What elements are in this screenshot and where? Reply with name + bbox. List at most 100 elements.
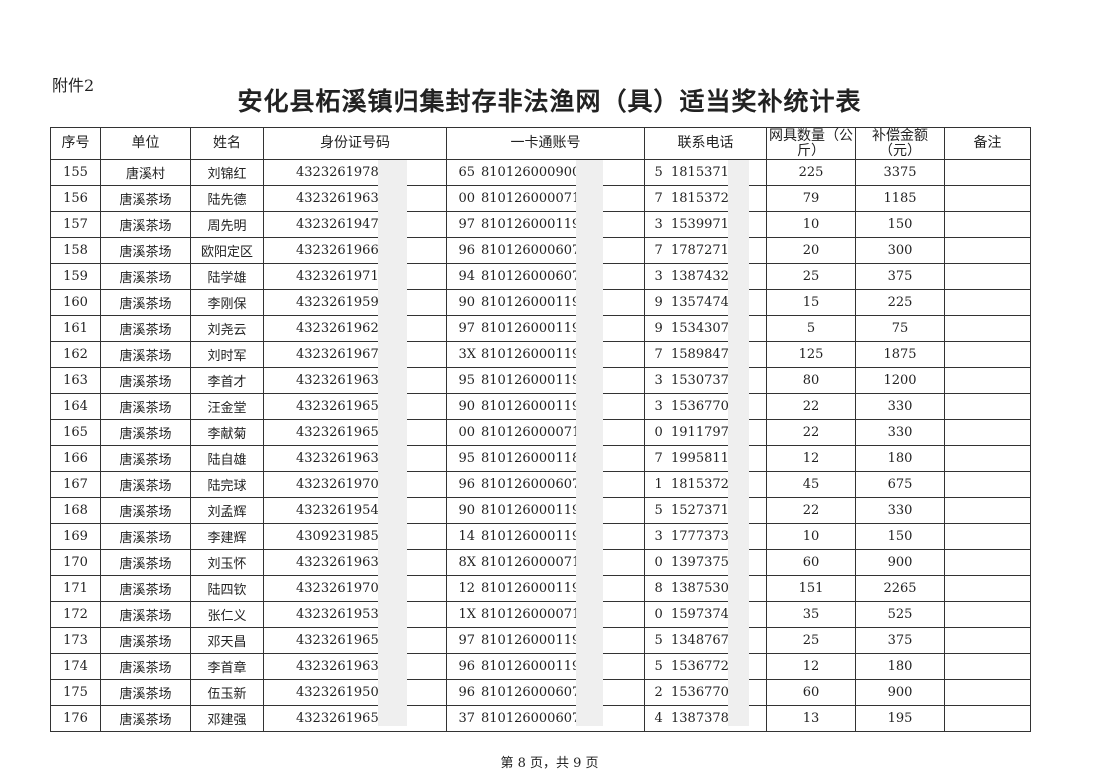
id-prefix: 432326196507 — [296, 711, 396, 726]
cell-name: 陆四钦 — [190, 575, 264, 602]
cell-remark — [944, 341, 1031, 368]
cell-name: 刘孟辉 — [190, 497, 264, 524]
cell-id: 432326195906 90 — [263, 289, 475, 316]
cell-remark — [944, 679, 1031, 706]
cell-unit: 唐溪茶场 — [100, 471, 191, 498]
cell-name: 邓天昌 — [190, 627, 264, 654]
account-prefix: 810126000119 — [481, 295, 581, 310]
cell-id: 432326195304 1X — [263, 601, 476, 628]
cell-qty: 225 — [766, 159, 856, 186]
cell-amount: 1185 — [855, 185, 945, 212]
cell-remark — [944, 575, 1031, 602]
cell-no: 157 — [50, 211, 101, 238]
table-row: 161 唐溪茶场 刘尧云 432326196203 97 810126000119… — [50, 315, 1031, 342]
header-unit: 单位 — [100, 127, 191, 160]
cell-id: 432326196512 90 — [263, 393, 475, 420]
table-row: 175 唐溪茶场 伍玉新 432326195003 96 810126000607… — [50, 679, 1031, 706]
cell-amount: 1875 — [855, 341, 945, 368]
cell-remark — [944, 211, 1031, 238]
id-prefix: 432326197004 — [296, 477, 396, 492]
cell-unit: 唐溪村 — [100, 159, 191, 186]
account-prefix: 810126000119 — [481, 503, 581, 518]
cell-no: 171 — [50, 575, 101, 602]
cell-amount: 525 — [855, 601, 945, 628]
cell-id: 432326196507 37 — [263, 705, 475, 732]
cell-qty: 10 — [766, 523, 856, 550]
cell-name: 李首章 — [190, 653, 264, 680]
table-row: 164 唐溪茶场 汪金堂 432326196512 90 810126000119… — [50, 393, 1031, 420]
cell-no: 172 — [50, 601, 101, 628]
cell-unit: 唐溪茶场 — [100, 263, 191, 290]
table-row: 160 唐溪茶场 李刚保 432326195906 90 810126000119… — [50, 289, 1031, 316]
cell-name: 刘玉怀 — [190, 549, 264, 576]
cell-qty: 45 — [766, 471, 856, 498]
table-row: 170 唐溪茶场 刘玉怀 432326196304 8X 810126000071… — [50, 549, 1031, 576]
cell-id: 432326196305 96 — [263, 653, 475, 680]
cell-id: 432326197004 96 — [263, 471, 475, 498]
cell-account: 810126000607 7 — [446, 237, 663, 264]
cell-no: 155 — [50, 159, 101, 186]
redaction-mask-phone — [728, 160, 749, 726]
account-prefix: 810126000607 — [481, 269, 581, 284]
cell-unit: 唐溪茶场 — [100, 601, 191, 628]
cell-id: 432326196610 96 — [263, 237, 475, 264]
cell-account: 810126000900 5 — [446, 159, 663, 186]
table-row: 173 唐溪茶场 邓天昌 432326196509 97 810126000119… — [50, 627, 1031, 654]
cell-no: 169 — [50, 523, 101, 550]
cell-qty: 35 — [766, 601, 856, 628]
cell-unit: 唐溪茶场 — [100, 679, 191, 706]
cell-unit: 唐溪茶场 — [100, 185, 191, 212]
cell-name: 欧阳定区 — [190, 237, 264, 264]
cell-unit: 唐溪茶场 — [100, 575, 191, 602]
header-name: 姓名 — [190, 127, 264, 160]
cell-account: 810126000119 3 — [446, 523, 663, 550]
cell-name: 李刚保 — [190, 289, 264, 316]
cell-amount: 375 — [855, 627, 945, 654]
cell-account: 810126000118 7 — [446, 445, 663, 472]
cell-id: 432326195404 90 — [263, 497, 475, 524]
cell-remark — [944, 393, 1031, 420]
cell-name: 陆学雄 — [190, 263, 264, 290]
table-row: 162 唐溪茶场 刘时军 432326196712 3X 810126000119… — [50, 341, 1031, 368]
id-prefix: 432326195906 — [296, 295, 396, 310]
cell-unit: 唐溪茶场 — [100, 497, 191, 524]
cell-id: 4323261963091 00 — [263, 185, 475, 212]
cell-amount: 150 — [855, 523, 945, 550]
cell-account: 810126000119 3 — [446, 211, 663, 238]
cell-remark — [944, 263, 1031, 290]
account-prefix: 810126000119 — [481, 399, 581, 414]
account-prefix: 810126000071 — [481, 607, 581, 622]
table-row: 158 唐溪茶场 欧阳定区 432326196610 96 81012600060… — [50, 237, 1031, 264]
cell-id: 432326197004 12 — [263, 575, 475, 602]
id-prefix: 432326195003 — [296, 685, 396, 700]
cell-no: 159 — [50, 263, 101, 290]
cell-account: 810126000119 7 — [446, 341, 663, 368]
table-row: 159 唐溪茶场 陆学雄 432326197105 94 810126000607… — [50, 263, 1031, 290]
cell-qty: 12 — [766, 653, 856, 680]
cell-id: 432326196304 8X — [263, 549, 476, 576]
cell-account: 810126000071 0 — [446, 549, 663, 576]
header-phone: 联系电话 — [644, 127, 767, 160]
cell-name: 李献菊 — [190, 419, 264, 446]
cell-name: 陆先德 — [190, 185, 264, 212]
cell-id: 432326196509 97 — [263, 627, 475, 654]
cell-no: 165 — [50, 419, 101, 446]
cell-account: 810126000119 9 — [446, 315, 663, 342]
cell-qty: 22 — [766, 497, 856, 524]
table-row: 176 唐溪茶场 邓建强 432326196507 37 810126000607… — [50, 705, 1031, 732]
account-prefix: 810126000119 — [481, 347, 581, 362]
cell-account: 810126000119 8 — [446, 575, 663, 602]
id-prefix: 432326194710 — [296, 217, 396, 232]
cell-amount: 180 — [855, 653, 945, 680]
cell-unit: 唐溪茶场 — [100, 627, 191, 654]
cell-remark — [944, 185, 1031, 212]
cell-amount: 330 — [855, 419, 945, 446]
cell-qty: 125 — [766, 341, 856, 368]
cell-unit: 唐溪茶场 — [100, 445, 191, 472]
header-amount: 补偿金额（元） — [855, 127, 945, 160]
cell-no: 174 — [50, 653, 101, 680]
cell-name: 陆自雄 — [190, 445, 264, 472]
cell-amount: 2265 — [855, 575, 945, 602]
account-prefix: 810126000071 — [481, 555, 581, 570]
cell-qty: 10 — [766, 211, 856, 238]
